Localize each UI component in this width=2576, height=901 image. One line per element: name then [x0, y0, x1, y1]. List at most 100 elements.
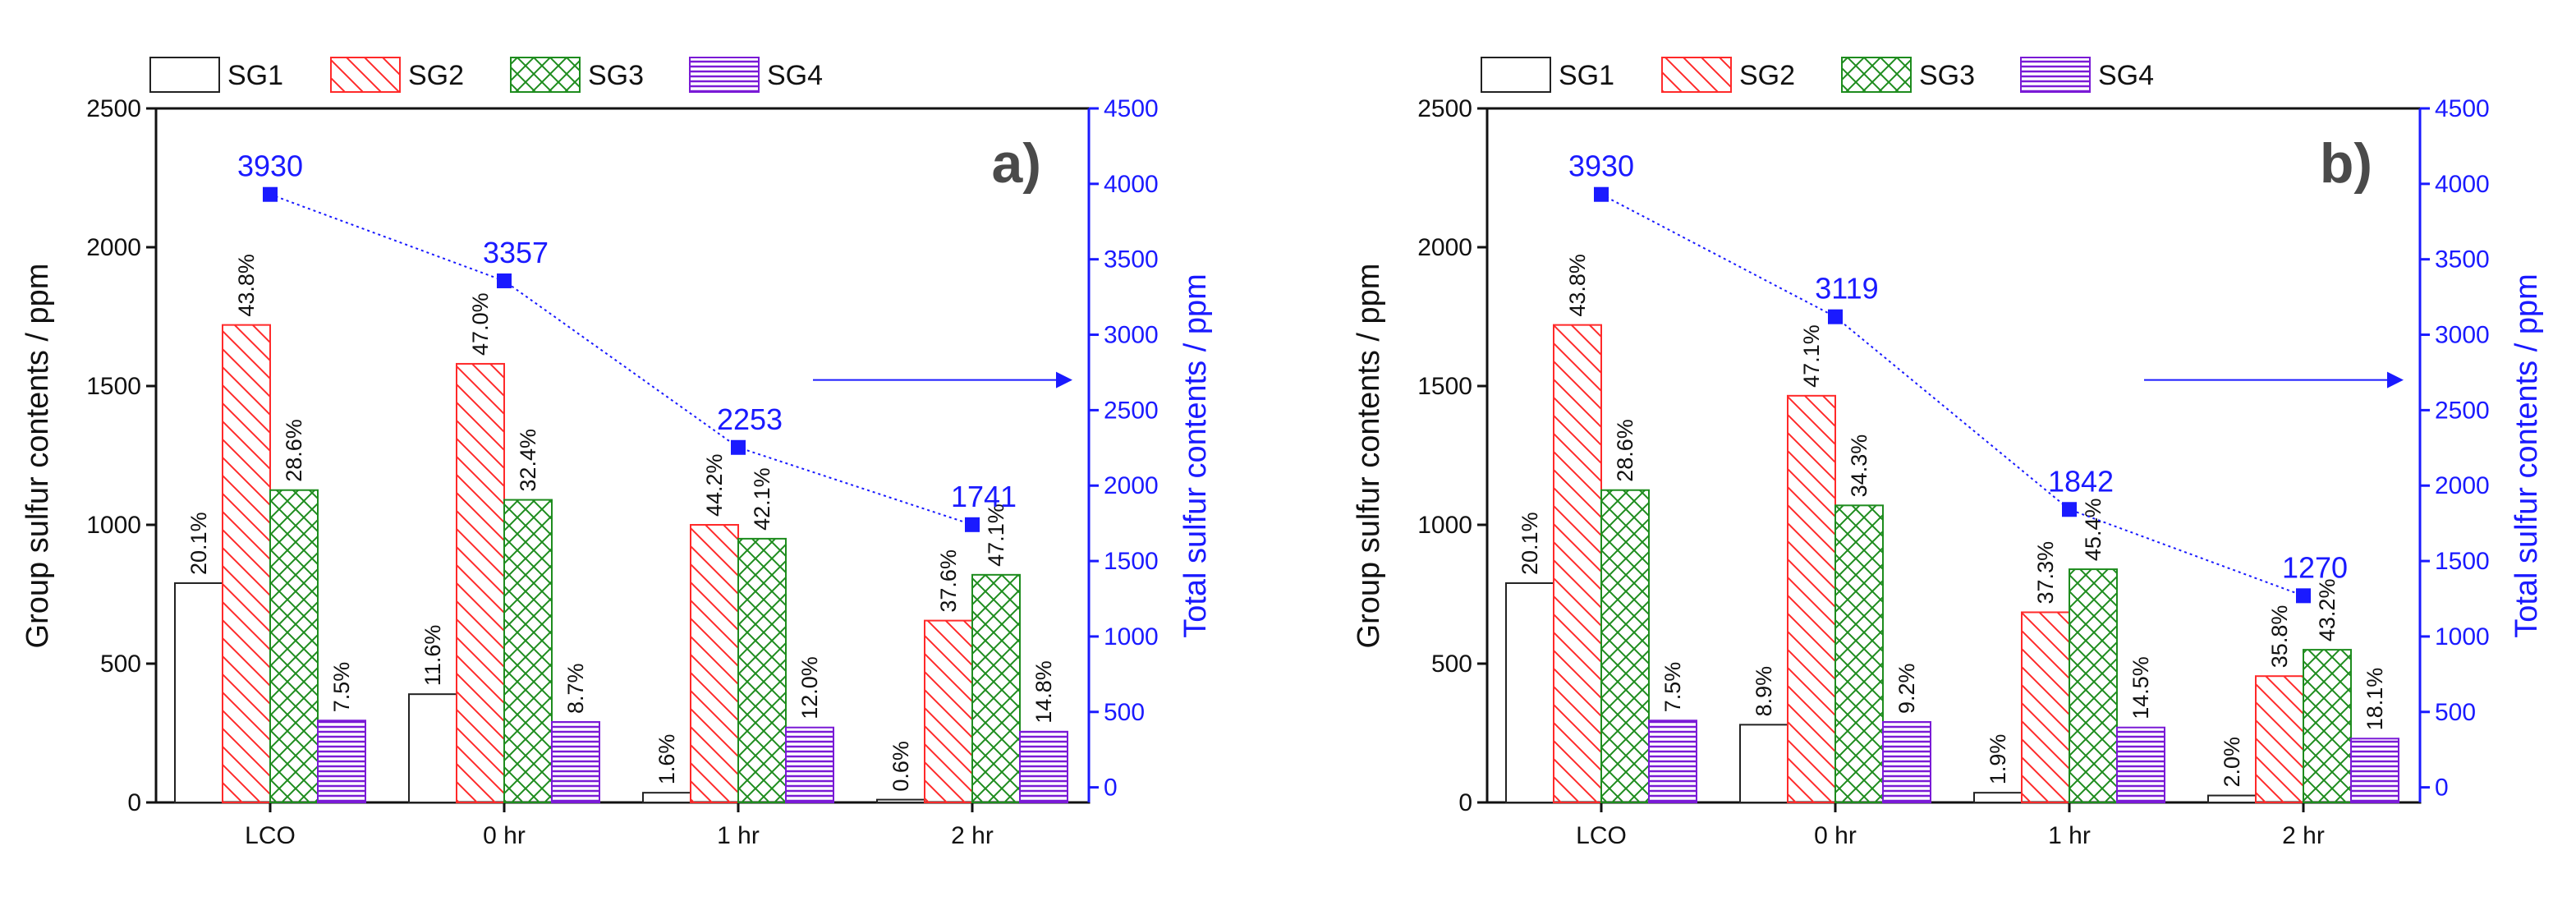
- y2-tick-label-b: 0: [2435, 775, 2449, 802]
- total-line-b: [1600, 193, 2304, 597]
- legend-swatch-sg2-a: [330, 57, 401, 93]
- bar-sg2-b: [2021, 611, 2070, 803]
- total-point-a: [263, 186, 278, 202]
- x-tick-label-a: LCO: [245, 822, 296, 849]
- bar-sg3-a: [503, 499, 553, 804]
- y2-tick-label-a: 2500: [1104, 397, 1159, 424]
- y2-tick-label-a: 1000: [1104, 623, 1159, 650]
- y-tick-label-b: 1000: [1417, 512, 1472, 539]
- bar-sg2-b: [1787, 394, 1836, 803]
- bar-label-sg1-b: 20.1%: [1518, 512, 1542, 575]
- bar-label-sg2-b: 35.8%: [2267, 605, 2292, 669]
- total-point-b: [1594, 186, 1609, 202]
- legend-swatch-sg4-a: [689, 57, 760, 93]
- bar-label-sg1-b: 2.0%: [2220, 737, 2244, 788]
- bar-label-sg2-a: 47.0%: [468, 292, 493, 356]
- x-tick-label-b: LCO: [1576, 822, 1627, 849]
- bar-label-sg4-a: 8.7%: [563, 663, 588, 714]
- axis-arrow-head-a: [1056, 371, 1072, 388]
- bar-sg1-b: [1973, 792, 2023, 803]
- y2-tick-label-b: 2000: [2435, 472, 2490, 499]
- bar-sg1-b: [2207, 794, 2257, 803]
- bar-sg2-a: [924, 619, 973, 803]
- bar-label-sg3-b: 45.4%: [2081, 499, 2105, 562]
- bar-sg3-b: [2303, 649, 2352, 803]
- bar-sg4-a: [1019, 730, 1068, 803]
- bar-sg4-a: [785, 726, 834, 803]
- total-line-a: [269, 193, 973, 526]
- y2-tick-label-a: 2000: [1104, 472, 1159, 499]
- legend-swatch-sg4-b: [2020, 57, 2091, 93]
- bar-sg2-a: [690, 524, 739, 803]
- x-tick-label-a: 0 hr: [483, 822, 526, 849]
- total-point-a: [965, 517, 980, 532]
- y2-tick-label-b: 1500: [2435, 548, 2490, 575]
- total-label-b: 3930: [1568, 149, 1634, 183]
- bar-label-sg3-a: 42.1%: [750, 467, 774, 531]
- bar-label-sg4-b: 7.5%: [1660, 662, 1685, 713]
- bar-sg4-b: [1882, 720, 1931, 803]
- y-tick-label-a: 2500: [86, 95, 141, 122]
- bar-sg3-a: [269, 489, 319, 803]
- bar-sg4-b: [2116, 726, 2165, 803]
- bar-label-sg4-a: 14.8%: [1031, 660, 1056, 724]
- bar-label-sg2-b: 47.1%: [1799, 324, 1824, 388]
- y-tick-label-b: 2000: [1417, 234, 1472, 261]
- y-tick-label-b: 0: [1458, 789, 1472, 816]
- bar-sg1-a: [642, 792, 691, 803]
- legend-label-sg4-b: SG4: [2098, 60, 2154, 91]
- bar-sg4-a: [551, 720, 600, 803]
- x-tick-label-b: 0 hr: [1814, 822, 1857, 849]
- legend-label-sg3-a: SG3: [588, 60, 644, 91]
- bar-sg4-b: [2350, 738, 2399, 804]
- y-tick-label-a: 0: [127, 789, 141, 816]
- bar-sg3-a: [971, 573, 1021, 804]
- bar-sg1-b: [1739, 724, 1789, 803]
- bar-label-sg1-a: 20.1%: [186, 512, 211, 575]
- legend-swatch-sg1-a: [149, 57, 220, 93]
- bar-sg2-b: [1553, 324, 1602, 803]
- total-label-b: 1270: [2282, 550, 2348, 584]
- chart-marks-b: 0 500 1000 1500 2000 2500 0 500 1000 1500 2000 2500…: [1417, 95, 2490, 849]
- legend-label-sg3-b: SG3: [1919, 60, 1975, 91]
- y-tick-label-a: 1000: [86, 512, 141, 539]
- y-tick-label-a: 500: [100, 650, 141, 678]
- bar-label-sg4-a: 12.0%: [797, 656, 822, 719]
- y2-tick-label-b: 4000: [2435, 171, 2490, 198]
- bar-label-sg1-b: 1.9%: [1986, 734, 2010, 785]
- bar-sg1-b: [1505, 582, 1554, 803]
- bar-label-sg3-b: 34.3%: [1847, 434, 1871, 498]
- y2-axis-label-b: Total sulfur contents / ppm: [2509, 274, 2544, 638]
- y2-tick-label-b: 2500: [2435, 397, 2490, 424]
- total-point-b: [1828, 309, 1843, 324]
- total-label-a: 2253: [717, 402, 783, 436]
- legend-label-sg1-a: SG1: [227, 60, 283, 91]
- bar-sg2-b: [2255, 675, 2304, 804]
- x-tick-label-b: 2 hr: [2282, 822, 2325, 849]
- y-tick-label-b: 500: [1431, 650, 1472, 678]
- y2-tick-label-a: 3000: [1104, 322, 1159, 349]
- bar-label-sg1-a: 0.6%: [889, 741, 913, 792]
- y2-tick-label-a: 4000: [1104, 171, 1159, 198]
- bar-label-sg1-a: 1.6%: [654, 734, 679, 785]
- x-tick-label-a: 2 hr: [951, 822, 994, 849]
- bar-label-sg4-a: 7.5%: [329, 662, 354, 713]
- y2-tick-label-b: 3000: [2435, 322, 2490, 349]
- y-tick-label-a: 2000: [86, 234, 141, 261]
- y2-tick-label-b: 500: [2435, 699, 2476, 726]
- legend-swatch-sg3-a: [510, 57, 581, 93]
- bar-label-sg2-b: 37.3%: [2033, 541, 2058, 604]
- bar-sg4-a: [317, 719, 366, 803]
- legend-label-sg2-a: SG2: [408, 60, 464, 91]
- panel-label-b: b): [2320, 132, 2372, 195]
- bar-label-sg4-b: 9.2%: [1894, 663, 1919, 714]
- bar-label-sg3-a: 47.1%: [984, 503, 1008, 567]
- bar-sg1-a: [174, 582, 223, 803]
- bar-sg2-a: [222, 324, 271, 803]
- bar-label-sg2-a: 37.6%: [936, 549, 961, 613]
- bar-label-sg2-a: 44.2%: [702, 453, 727, 517]
- y2-tick-label-a: 4500: [1104, 95, 1159, 122]
- bar-sg1-a: [876, 798, 925, 803]
- legend-swatch-sg2-b: [1661, 57, 1732, 93]
